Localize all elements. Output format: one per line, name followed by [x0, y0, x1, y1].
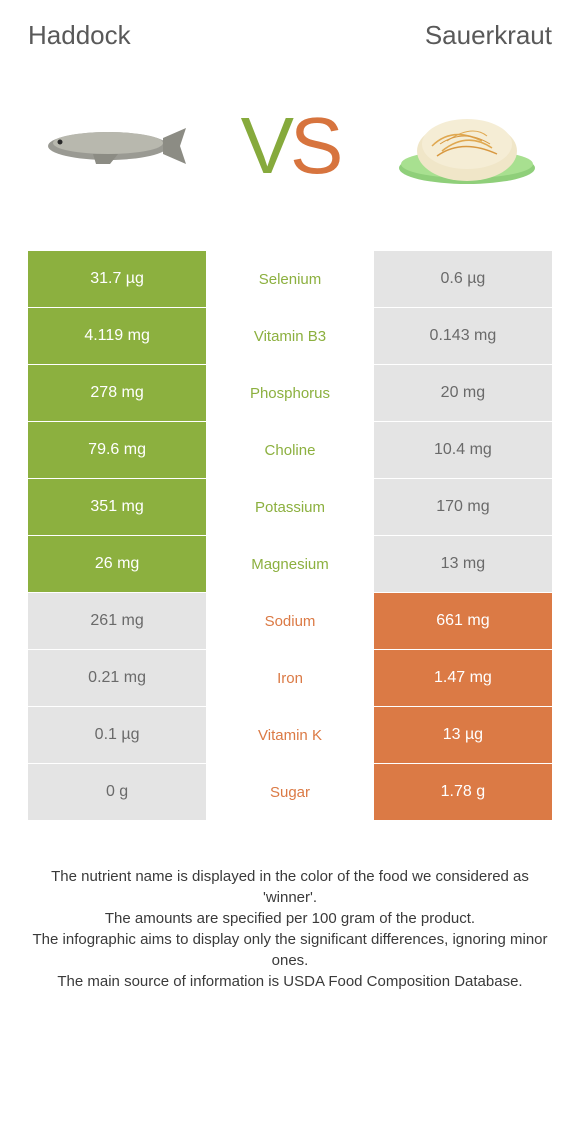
vs-label: VS [241, 100, 340, 192]
nutrient-row: 278 mgPhosphorus20 mg [28, 365, 552, 422]
header: Haddock Sauerkraut [28, 20, 552, 51]
nutrient-label: Vitamin B3 [206, 308, 374, 364]
nutrient-label: Potassium [206, 479, 374, 535]
left-value: 351 mg [28, 479, 206, 535]
nutrient-table: 31.7 µgSelenium0.6 µg4.119 mgVitamin B30… [28, 251, 552, 821]
footnote-1: The nutrient name is displayed in the co… [28, 866, 552, 908]
left-value: 31.7 µg [28, 251, 206, 307]
left-food-image [38, 91, 188, 201]
left-value: 26 mg [28, 536, 206, 592]
footnote-4: The main source of information is USDA F… [28, 971, 552, 992]
right-value: 0.6 µg [374, 251, 552, 307]
left-food-title: Haddock [28, 20, 131, 51]
nutrient-row: 4.119 mgVitamin B30.143 mg [28, 308, 552, 365]
nutrient-row: 261 mgSodium661 mg [28, 593, 552, 650]
nutrient-row: 26 mgMagnesium13 mg [28, 536, 552, 593]
right-value: 13 mg [374, 536, 552, 592]
footnote-2: The amounts are specified per 100 gram o… [28, 908, 552, 929]
nutrient-label: Sodium [206, 593, 374, 649]
left-value: 4.119 mg [28, 308, 206, 364]
nutrient-label: Phosphorus [206, 365, 374, 421]
left-value: 278 mg [28, 365, 206, 421]
nutrient-label: Selenium [206, 251, 374, 307]
nutrient-label: Sugar [206, 764, 374, 820]
nutrient-label: Magnesium [206, 536, 374, 592]
right-value: 661 mg [374, 593, 552, 649]
right-value: 13 µg [374, 707, 552, 763]
nutrient-label: Iron [206, 650, 374, 706]
left-value: 0 g [28, 764, 206, 820]
nutrient-row: 79.6 mgCholine10.4 mg [28, 422, 552, 479]
vs-s-letter: S [290, 100, 339, 192]
left-value: 261 mg [28, 593, 206, 649]
right-value: 10.4 mg [374, 422, 552, 478]
nutrient-row: 0.21 mgIron1.47 mg [28, 650, 552, 707]
nutrient-row: 0.1 µgVitamin K13 µg [28, 707, 552, 764]
right-food-image [392, 91, 542, 201]
right-value: 0.143 mg [374, 308, 552, 364]
infographic-container: Haddock Sauerkraut VS [0, 0, 580, 1012]
vs-v-letter: V [241, 100, 290, 192]
footnote-3: The infographic aims to display only the… [28, 929, 552, 971]
right-food-title: Sauerkraut [425, 20, 552, 51]
nutrient-row: 0 gSugar1.78 g [28, 764, 552, 821]
right-value: 170 mg [374, 479, 552, 535]
nutrient-row: 31.7 µgSelenium0.6 µg [28, 251, 552, 308]
right-value: 1.78 g [374, 764, 552, 820]
footnotes: The nutrient name is displayed in the co… [28, 866, 552, 992]
left-value: 0.21 mg [28, 650, 206, 706]
left-value: 0.1 µg [28, 707, 206, 763]
nutrient-label: Vitamin K [206, 707, 374, 763]
right-value: 20 mg [374, 365, 552, 421]
nutrient-label: Choline [206, 422, 374, 478]
nutrient-row: 351 mgPotassium170 mg [28, 479, 552, 536]
right-value: 1.47 mg [374, 650, 552, 706]
left-value: 79.6 mg [28, 422, 206, 478]
vs-row: VS [28, 91, 552, 201]
